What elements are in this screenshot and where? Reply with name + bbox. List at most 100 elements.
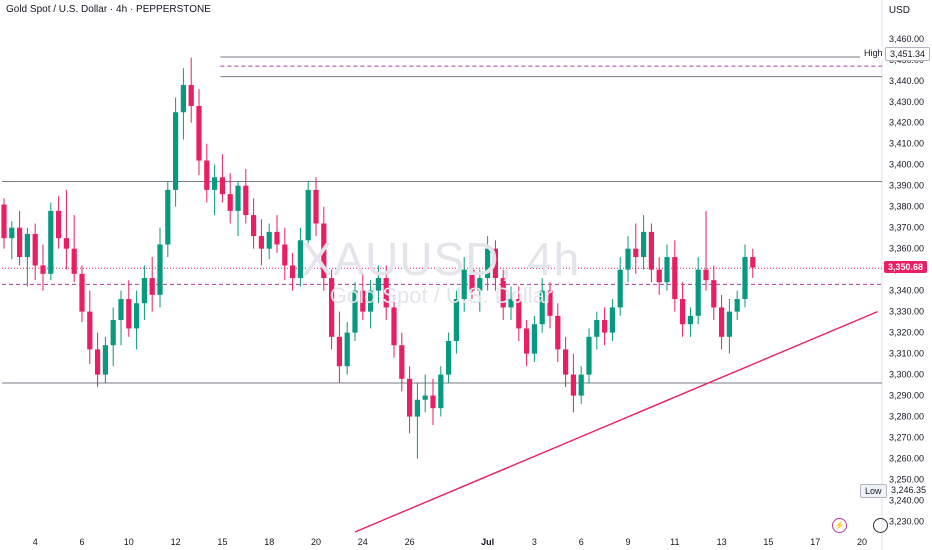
- y-tick-label: 3,390.00: [889, 181, 924, 191]
- x-tick-label: 9: [625, 537, 630, 547]
- candle-body: [110, 320, 116, 346]
- candle-body: [266, 231, 272, 249]
- candle-body: [274, 231, 280, 245]
- candle-body: [180, 84, 186, 113]
- candle-body: [79, 273, 85, 312]
- x-tick-label: 12: [171, 537, 181, 547]
- y-tick-label: 3,290.00: [889, 391, 924, 401]
- candle-body: [141, 278, 147, 304]
- candle-body: [524, 328, 530, 354]
- candle-body: [703, 269, 709, 281]
- y-tick-label: 3,280.00: [889, 412, 924, 422]
- candle-body: [391, 307, 397, 346]
- y-tick-label: 3,340.00: [889, 286, 924, 296]
- candle-body: [352, 290, 358, 333]
- candle-body: [547, 290, 553, 316]
- candle-body: [516, 299, 522, 329]
- candle-body: [227, 194, 233, 211]
- candle-body: [173, 112, 179, 190]
- candle-body: [95, 349, 101, 375]
- candle-body: [555, 315, 561, 350]
- candle-body: [578, 374, 584, 396]
- candle-body: [563, 349, 569, 375]
- candle-body: [625, 248, 631, 270]
- candle-body: [235, 185, 241, 211]
- candle-body: [399, 345, 405, 379]
- candle-body: [48, 210, 54, 274]
- x-tick-label: 18: [264, 537, 274, 547]
- x-tick-label: 26: [405, 537, 415, 547]
- candle-body: [63, 238, 69, 249]
- x-tick-label: 17: [810, 537, 820, 547]
- candle-body: [243, 185, 249, 216]
- candle-body: [375, 278, 381, 291]
- y-tick-label: 3,320.00: [889, 328, 924, 338]
- candle-body: [126, 299, 132, 329]
- low-value-badge: 3,246.35: [887, 484, 931, 496]
- candle-body: [219, 177, 225, 195]
- candle-body: [102, 345, 108, 375]
- y-tick-label: 3,300.00: [889, 370, 924, 380]
- x-tick-label: 15: [763, 537, 773, 547]
- y-tick-label: 3,400.00: [889, 160, 924, 170]
- candle-body: [750, 257, 756, 268]
- x-tick-label: 6: [579, 537, 584, 547]
- y-tick-label: 3,380.00: [889, 202, 924, 212]
- candle-body: [383, 278, 389, 308]
- candle-body: [251, 215, 257, 237]
- watermark-name: Gold Spot / U.S. Dollar: [329, 283, 553, 308]
- x-tick-label: 10: [124, 537, 134, 547]
- candle-body: [586, 336, 592, 375]
- candle-body: [87, 311, 93, 350]
- candle-body: [305, 189, 311, 241]
- candle-body: [609, 307, 615, 333]
- low-label: Low: [860, 484, 887, 498]
- trendline[interactable]: [354, 310, 878, 533]
- trendline-segment: [354, 310, 878, 533]
- candle-body: [734, 299, 740, 312]
- high-label: High: [860, 47, 887, 59]
- candle-body: [633, 248, 639, 258]
- candle-body: [570, 374, 576, 396]
- currency-label[interactable]: USD: [888, 5, 910, 16]
- y-tick-label: 3,410.00: [889, 139, 924, 149]
- candle-body: [297, 240, 303, 279]
- chart-title: Gold Spot / U.S. Dollar · 4h · PEPPERSTO…: [6, 4, 211, 15]
- y-tick-label: 3,250.00: [889, 475, 924, 485]
- candle-body: [196, 105, 202, 161]
- candle-body: [656, 269, 662, 283]
- candle-body: [414, 399, 420, 417]
- x-tick-label: 13: [717, 537, 727, 547]
- candle-body: [711, 280, 717, 308]
- candle-body: [360, 290, 366, 312]
- y-tick-label: 3,440.00: [889, 76, 924, 86]
- y-tick-label: 3,430.00: [889, 97, 924, 107]
- candle-body: [485, 248, 491, 279]
- candle-body: [469, 269, 475, 291]
- candle-body: [726, 311, 732, 337]
- logo-icon[interactable]: [873, 518, 888, 533]
- candle-body: [695, 269, 701, 316]
- candle-body: [71, 248, 77, 274]
- candle-body: [24, 233, 30, 258]
- price-axis[interactable]: 3,230.00 3,240.00 3,250.00 3,260.00 3,270.00…: [889, 34, 924, 527]
- candle-body: [664, 257, 670, 283]
- time-axis[interactable]: 4 6 10 12 15 18 20 24 26 Jul 3 6 9 11 13 15 17 20: [33, 537, 867, 547]
- candle-body: [446, 341, 452, 375]
- y-tick-label: 3,270.00: [889, 433, 924, 443]
- horizontal-lines: [2, 56, 882, 384]
- candle-body: [118, 299, 124, 321]
- x-tick-label: 6: [79, 537, 84, 547]
- candle-body: [719, 307, 725, 337]
- candle-body: [539, 290, 545, 325]
- x-tick-label: 4: [33, 537, 38, 547]
- candle-body: [290, 265, 296, 279]
- lightning-icon[interactable]: ⚡: [832, 518, 847, 533]
- candle-body: [313, 189, 319, 224]
- x-tick-label: 3: [532, 537, 537, 547]
- candle-body: [32, 233, 38, 266]
- candle-body: [594, 320, 600, 337]
- candle-body: [17, 227, 23, 258]
- candle-body: [56, 210, 62, 239]
